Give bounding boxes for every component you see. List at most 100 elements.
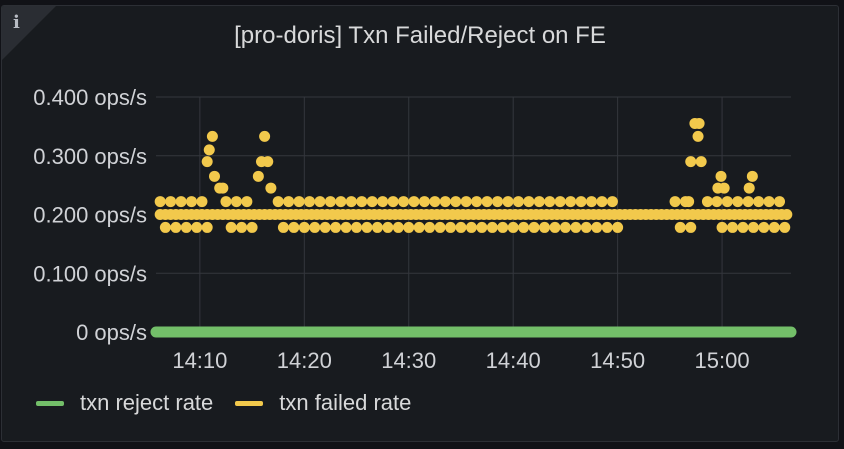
failed-rate-point-162[interactable] bbox=[403, 221, 415, 233]
failed-rate-point-158[interactable] bbox=[382, 221, 394, 233]
failed-rate-point-139[interactable] bbox=[283, 196, 295, 208]
failed-rate-point-242[interactable] bbox=[743, 182, 755, 194]
failed-rate-point-192[interactable] bbox=[559, 221, 571, 233]
failed-rate-point-180[interactable] bbox=[497, 221, 509, 233]
failed-rate-point-195[interactable] bbox=[575, 196, 587, 208]
failed-rate-point-213[interactable] bbox=[742, 196, 754, 208]
failed-rate-point-136[interactable] bbox=[246, 221, 258, 233]
failed-rate-point-161[interactable] bbox=[398, 196, 410, 208]
failed-rate-point-193[interactable] bbox=[565, 196, 577, 208]
failed-rate-point-204[interactable] bbox=[674, 221, 686, 233]
failed-rate-point-202[interactable] bbox=[612, 221, 624, 233]
failed-rate-point-208[interactable] bbox=[716, 221, 728, 233]
failed-rate-point-189[interactable] bbox=[544, 196, 556, 208]
failed-rate-point-129[interactable] bbox=[196, 196, 208, 208]
failed-rate-point-183[interactable] bbox=[512, 196, 524, 208]
failed-rate-point-179[interactable] bbox=[492, 196, 504, 208]
failed-rate-point-200[interactable] bbox=[601, 221, 613, 233]
failed-rate-point-216[interactable] bbox=[758, 221, 770, 233]
failed-rate-point-240[interactable] bbox=[715, 170, 727, 182]
failed-rate-point-173[interactable] bbox=[460, 196, 472, 208]
failed-rate-point-133[interactable] bbox=[230, 196, 242, 208]
failed-rate-point-122[interactable] bbox=[159, 221, 171, 233]
failed-rate-point-229[interactable] bbox=[259, 130, 271, 142]
failed-rate-point-176[interactable] bbox=[476, 221, 488, 233]
failed-rate-point-123[interactable] bbox=[165, 196, 177, 208]
failed-rate-point-203[interactable] bbox=[669, 196, 681, 208]
failed-rate-point-233[interactable] bbox=[685, 156, 697, 168]
failed-rate-point-121[interactable] bbox=[154, 196, 166, 208]
failed-rate-point-127[interactable] bbox=[186, 196, 198, 208]
failed-rate-point-243[interactable] bbox=[746, 170, 758, 182]
failed-rate-point-141[interactable] bbox=[293, 196, 305, 208]
failed-rate-point-134[interactable] bbox=[236, 221, 248, 233]
failed-rate-point-235[interactable] bbox=[693, 117, 705, 129]
failed-rate-point-147[interactable] bbox=[324, 196, 336, 208]
failed-rate-point-175[interactable] bbox=[471, 196, 483, 208]
failed-rate-point-236[interactable] bbox=[692, 130, 704, 142]
failed-rate-point-126[interactable] bbox=[180, 221, 192, 233]
failed-rate-point-190[interactable] bbox=[549, 221, 561, 233]
failed-rate-point-166[interactable] bbox=[424, 221, 436, 233]
failed-rate-point-135[interactable] bbox=[241, 196, 253, 208]
failed-rate-point-215[interactable] bbox=[753, 196, 765, 208]
failed-rate-point-186[interactable] bbox=[528, 221, 540, 233]
failed-rate-point-163[interactable] bbox=[408, 196, 420, 208]
legend-item-failed[interactable]: txn failed rate bbox=[235, 390, 411, 416]
failed-rate-point-132[interactable] bbox=[225, 221, 237, 233]
failed-rate-point-140[interactable] bbox=[288, 221, 300, 233]
failed-rate-point-144[interactable] bbox=[309, 221, 321, 233]
failed-rate-point-217[interactable] bbox=[763, 196, 775, 208]
failed-rate-point-218[interactable] bbox=[768, 221, 780, 233]
failed-rate-point-237[interactable] bbox=[695, 156, 707, 168]
failed-rate-point-143[interactable] bbox=[304, 196, 316, 208]
failed-rate-point-181[interactable] bbox=[502, 196, 514, 208]
failed-rate-point-145[interactable] bbox=[314, 196, 326, 208]
failed-rate-point-199[interactable] bbox=[596, 196, 608, 208]
failed-rate-point-214[interactable] bbox=[747, 221, 759, 233]
failed-rate-point-170[interactable] bbox=[445, 221, 457, 233]
failed-rate-point-212[interactable] bbox=[737, 221, 749, 233]
failed-rate-point-201[interactable] bbox=[606, 196, 618, 208]
failed-rate-point-182[interactable] bbox=[507, 221, 519, 233]
failed-rate-point-154[interactable] bbox=[361, 221, 373, 233]
failed-rate-point-171[interactable] bbox=[450, 196, 462, 208]
failed-rate-point-125[interactable] bbox=[175, 196, 187, 208]
failed-rate-point-221[interactable] bbox=[201, 156, 213, 168]
failed-rate-point-150[interactable] bbox=[340, 221, 352, 233]
failed-rate-point-194[interactable] bbox=[570, 221, 582, 233]
failed-rate-point-232[interactable] bbox=[683, 196, 695, 208]
failed-rate-point-178[interactable] bbox=[486, 221, 498, 233]
failed-rate-point-130[interactable] bbox=[201, 221, 213, 233]
failed-rate-point-209[interactable] bbox=[721, 196, 733, 208]
failed-rate-point-128[interactable] bbox=[191, 221, 203, 233]
failed-rate-point-191[interactable] bbox=[554, 196, 566, 208]
failed-rate-point-211[interactable] bbox=[732, 196, 744, 208]
failed-rate-point-157[interactable] bbox=[377, 196, 389, 208]
failed-rate-point-206[interactable] bbox=[685, 221, 697, 233]
failed-rate-point-159[interactable] bbox=[387, 196, 399, 208]
failed-rate-point-156[interactable] bbox=[371, 221, 383, 233]
failed-rate-point-168[interactable] bbox=[434, 221, 446, 233]
legend-item-reject[interactable]: txn reject rate bbox=[36, 390, 213, 416]
failed-rate-point-149[interactable] bbox=[335, 196, 347, 208]
failed-rate-point-227[interactable] bbox=[252, 170, 264, 182]
failed-rate-point-230[interactable] bbox=[262, 156, 274, 168]
failed-rate-point-164[interactable] bbox=[413, 221, 425, 233]
failed-rate-point-142[interactable] bbox=[298, 221, 310, 233]
failed-rate-point-155[interactable] bbox=[366, 196, 378, 208]
failed-rate-point-238[interactable] bbox=[701, 196, 713, 208]
failed-rate-point-222[interactable] bbox=[203, 144, 215, 156]
failed-rate-point-184[interactable] bbox=[518, 221, 530, 233]
failed-rate-point-137[interactable] bbox=[272, 196, 284, 208]
failed-rate-point-165[interactable] bbox=[418, 196, 430, 208]
failed-rate-point-167[interactable] bbox=[429, 196, 441, 208]
failed-rate-point-241[interactable] bbox=[718, 182, 730, 194]
failed-rate-point-152[interactable] bbox=[351, 221, 363, 233]
panel-info-corner[interactable] bbox=[2, 6, 56, 60]
failed-rate-point-169[interactable] bbox=[439, 196, 451, 208]
failed-rate-point-207[interactable] bbox=[711, 196, 723, 208]
failed-rate-point-131[interactable] bbox=[220, 196, 232, 208]
failed-rate-point-146[interactable] bbox=[319, 221, 331, 233]
failed-rate-point-187[interactable] bbox=[533, 196, 545, 208]
